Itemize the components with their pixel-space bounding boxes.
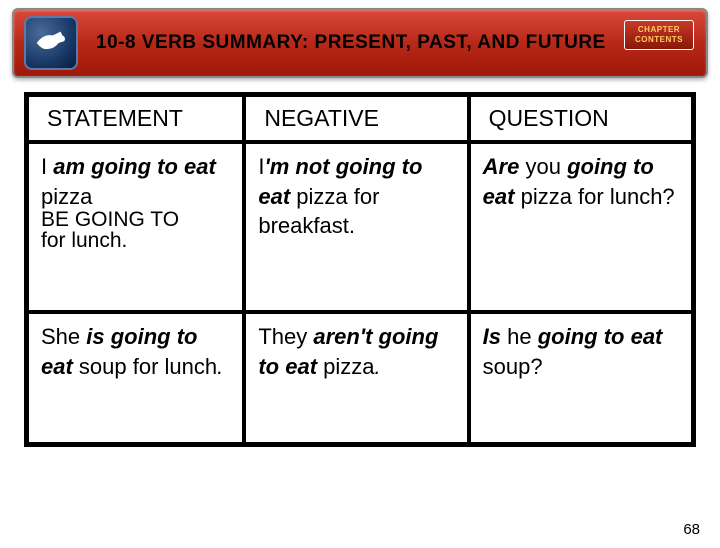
cell-question-2: Is he going to eat soup? [469,312,693,444]
rich-text: They aren't going to eat pizza. [258,324,438,379]
rich-text: Is he going to eat soup? [483,324,663,379]
header-title: 10-8 VERB SUMMARY: PRESENT, PAST, AND FU… [96,32,606,54]
page-number: 68 [683,521,700,538]
cell-question-1: Are you going to eat pizza for lunch? [469,142,693,312]
cell-statement-1: I am going to eat pizza BE GOING TO for … [27,142,244,312]
cell-negative-1: I'm not going to eat pizza for breakfast… [244,142,468,312]
overlap-text: BE GOING TO for lunch. [41,206,179,255]
bird-icon [32,24,70,62]
bird-logo-badge [24,16,78,70]
header-statement: STATEMENT [27,95,244,142]
rich-text: Are you going to eat pizza for lunch? [483,154,675,209]
chapter-contents-button[interactable]: CHAPTER CONTENTS [624,20,694,50]
header-bar: 10-8 VERB SUMMARY: PRESENT, PAST, AND FU… [12,8,708,78]
cell-negative-2: They aren't going to eat pizza. [244,312,468,444]
table-header-row: STATEMENT NEGATIVE QUESTION [27,95,693,142]
header-negative: NEGATIVE [244,95,468,142]
verb-table: STATEMENT NEGATIVE QUESTION I am going t… [24,92,696,447]
header-question: QUESTION [469,95,693,142]
table-row: I am going to eat pizza BE GOING TO for … [27,142,693,312]
chapter-btn-line2: CONTENTS [625,35,693,45]
rich-text: I'm not going to eat pizza for breakfast… [258,154,422,238]
chapter-btn-line1: CHAPTER [625,25,693,35]
table-row: She is going to eat soup for lunch. They… [27,312,693,444]
cell-statement-2: She is going to eat soup for lunch. [27,312,244,444]
rich-text: I am going to eat pizza [41,154,216,209]
rich-text: She is going to eat soup for lunch. [41,324,223,379]
